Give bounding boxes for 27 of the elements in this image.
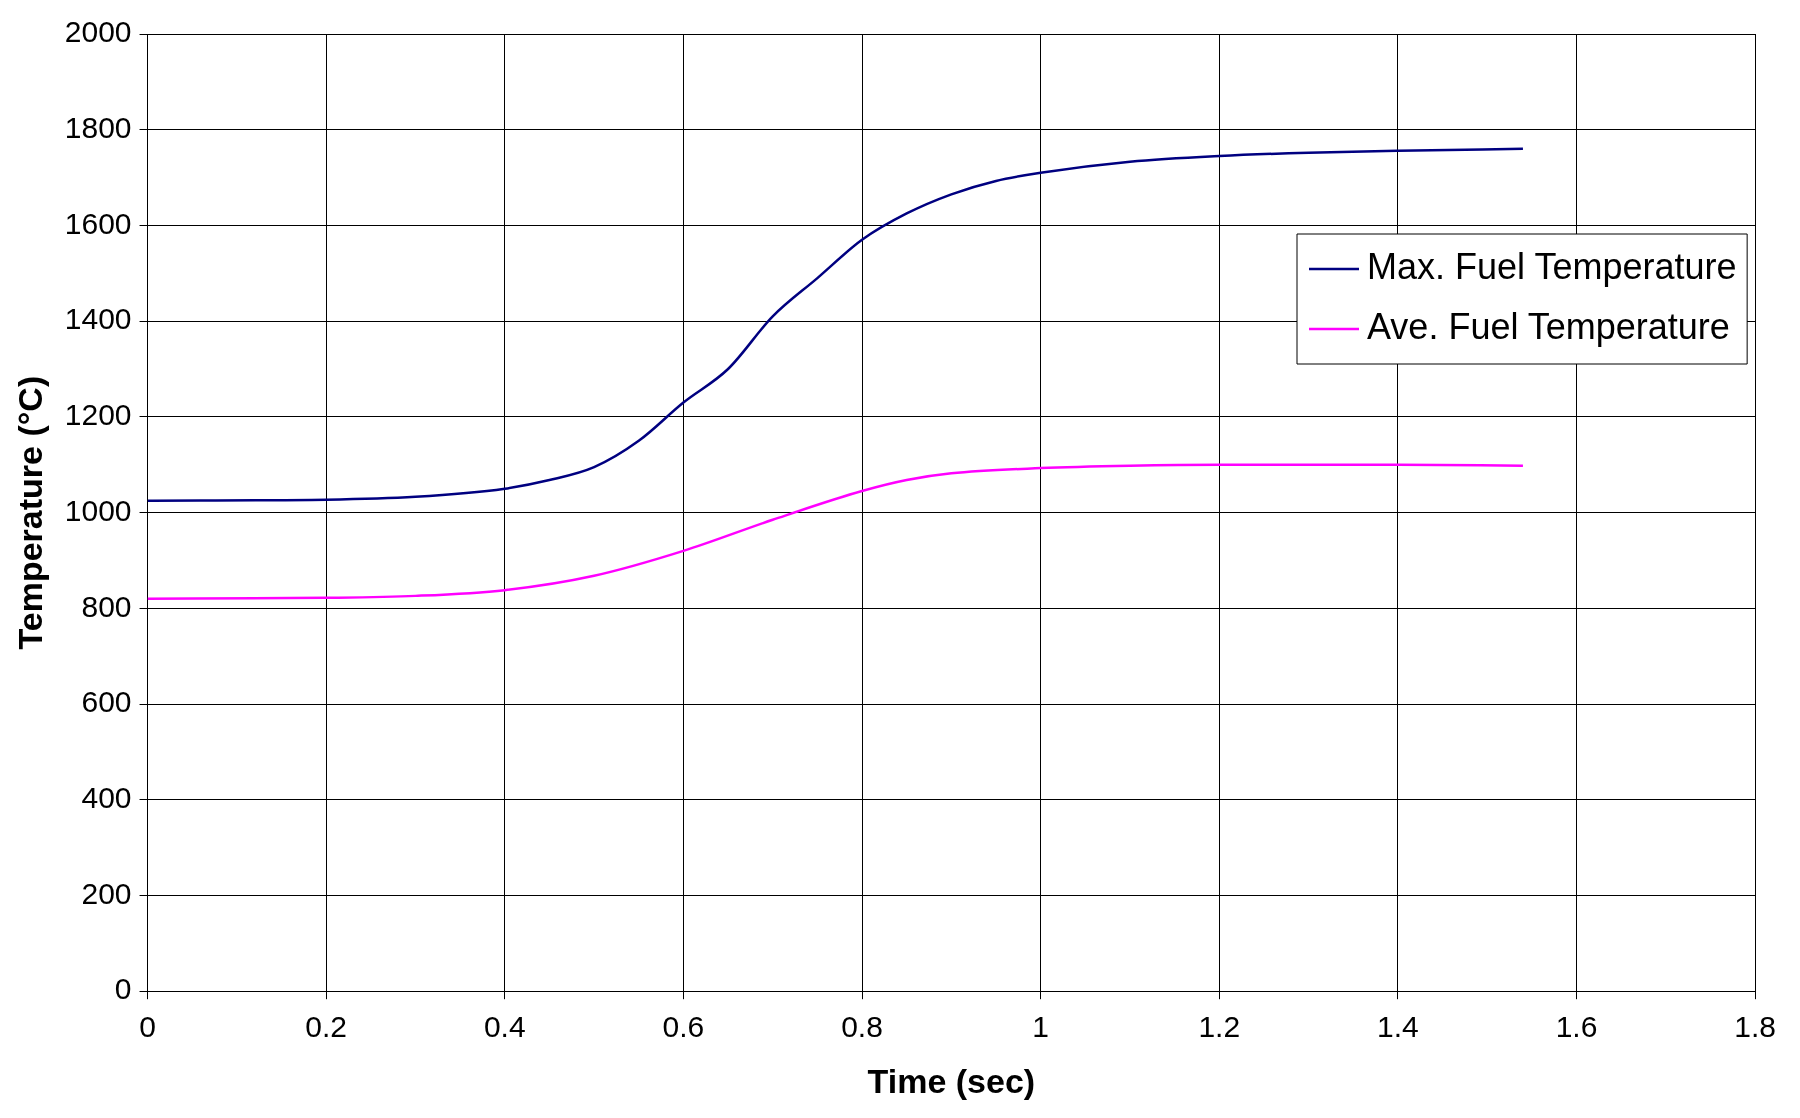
y-tick-label: 1200: [64, 398, 132, 432]
y-tick-label: 1600: [64, 206, 132, 240]
line-series: [147, 147, 1525, 502]
x-tick-label: 1.2: [1198, 1010, 1241, 1044]
y-tick-label: 1400: [64, 302, 132, 336]
x-tick-label: 0.8: [841, 1010, 883, 1044]
x-tick-label: 0: [139, 1010, 156, 1044]
y-axis-title: Temperature (°C): [10, 375, 49, 650]
x-tick-label: 1: [1032, 1010, 1049, 1044]
line-series: [147, 463, 1525, 600]
legend-label: Max. Fuel Temperature: [1367, 245, 1737, 287]
y-tick-label: 800: [81, 589, 132, 623]
x-tick-label: 1.4: [1377, 1010, 1419, 1044]
x-tick-label: 0.4: [483, 1010, 526, 1044]
x-axis-title: Time (sec): [867, 1061, 1036, 1100]
y-tick-label: 1800: [64, 110, 132, 144]
y-tick-label: 1000: [64, 493, 132, 527]
x-tick-label: 1.6: [1555, 1010, 1598, 1044]
y-tick-label: 600: [81, 685, 132, 719]
y-tick-label: 0: [114, 972, 132, 1006]
legend-label: Ave. Fuel Temperature: [1367, 305, 1730, 347]
y-tick-label: 2000: [64, 15, 132, 49]
y-tick-label: 200: [81, 876, 132, 910]
y-tick-label: 400: [81, 781, 132, 815]
x-tick-label: 1.8: [1734, 1010, 1777, 1044]
x-tick-label: 0.2: [305, 1010, 348, 1044]
x-tick-label: 0.6: [662, 1010, 705, 1044]
